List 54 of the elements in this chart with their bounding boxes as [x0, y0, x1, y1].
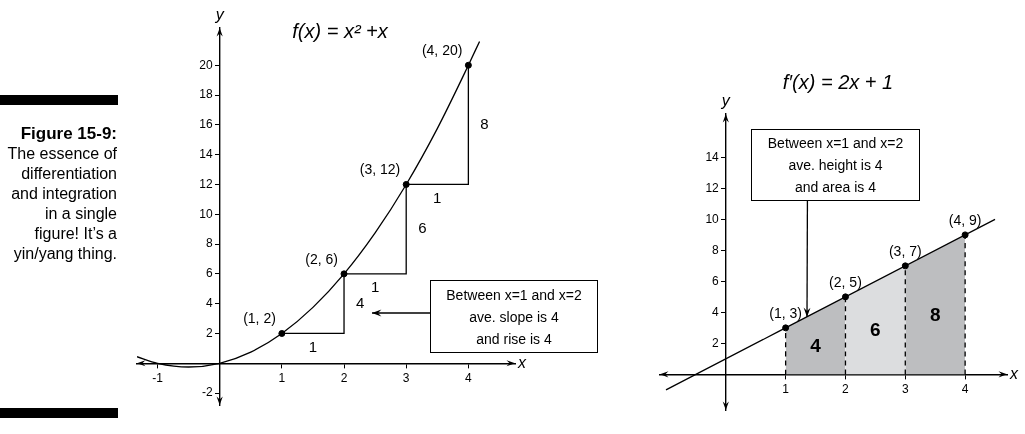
chart-title: f′(x) = 2x + 1	[782, 70, 894, 93]
x-tick-label: 3	[901, 381, 909, 396]
annotation: 6	[870, 319, 881, 341]
y-tick-label: 4	[206, 295, 213, 310]
x-tick-label: -1	[152, 370, 164, 385]
y-tick-label: 8	[206, 236, 213, 251]
annotation: 1	[308, 337, 318, 355]
data-label: (2, 6)	[305, 250, 339, 267]
data-label: (3, 7)	[888, 242, 922, 259]
x-tick-label: 2	[340, 370, 348, 385]
y-tick-label: 4	[712, 304, 720, 319]
y-tick-label: 14	[199, 146, 213, 161]
x-tick-label: 1	[278, 370, 286, 385]
x-axis-title: x	[1009, 364, 1019, 382]
data-label: (1, 3)	[769, 304, 802, 321]
data-label: (4, 20)	[421, 42, 463, 59]
y-tick-label: 14	[705, 149, 720, 164]
data-label: (3, 12)	[359, 161, 401, 178]
annotation: 6	[418, 219, 427, 237]
data-label: (2, 5)	[829, 273, 862, 290]
data-label: (1, 2)	[243, 310, 276, 327]
caption: Figure 15-9:	[19, 124, 117, 144]
x-tick-label: 4	[961, 381, 969, 396]
y-tick-label: 8	[712, 242, 720, 257]
annotation: 8	[480, 115, 489, 132]
annotation: 1	[433, 188, 442, 206]
x-axis-title: x	[517, 353, 527, 371]
y-tick-label: 6	[712, 273, 720, 288]
y-tick-label: 2	[712, 335, 720, 350]
x-tick-label: 1	[782, 381, 790, 396]
y-tick-label: 18	[199, 87, 213, 102]
annotation: Between x=1 and x=2 ave. slope is 4 and rise is 4	[446, 285, 582, 349]
annotation: 1	[370, 278, 380, 296]
x-tick-label: 2	[842, 381, 850, 396]
y-axis-title: y	[214, 6, 225, 24]
y-axis-title: y	[720, 92, 731, 110]
annotation: Between x=1 and x=2 ave. height is 4 and area is 4	[767, 134, 904, 197]
y-tick-label: 16	[199, 117, 213, 132]
y-tick-label: 12	[199, 176, 213, 191]
data-label: (4, 9)	[948, 211, 982, 228]
y-tick-label: 10	[705, 211, 720, 226]
annotation: 4	[810, 334, 822, 356]
y-tick-label: 12	[705, 180, 720, 195]
y-tick-label: 6	[206, 266, 213, 281]
annotation: 4	[356, 293, 365, 311]
chart-title: f(x) = x² +x	[292, 19, 389, 42]
text: The essence of differentiation and integration in a single figure! It’s a yin/yang thing.	[6, 144, 117, 264]
y-tick-label: 20	[199, 57, 213, 72]
y-tick-label: -2	[202, 385, 214, 400]
x-tick-label: 4	[465, 370, 473, 385]
y-tick-label: 10	[199, 206, 213, 221]
x-tick-label: 3	[402, 370, 410, 385]
annotation: 8	[929, 303, 941, 325]
y-tick-label: 2	[206, 325, 213, 340]
